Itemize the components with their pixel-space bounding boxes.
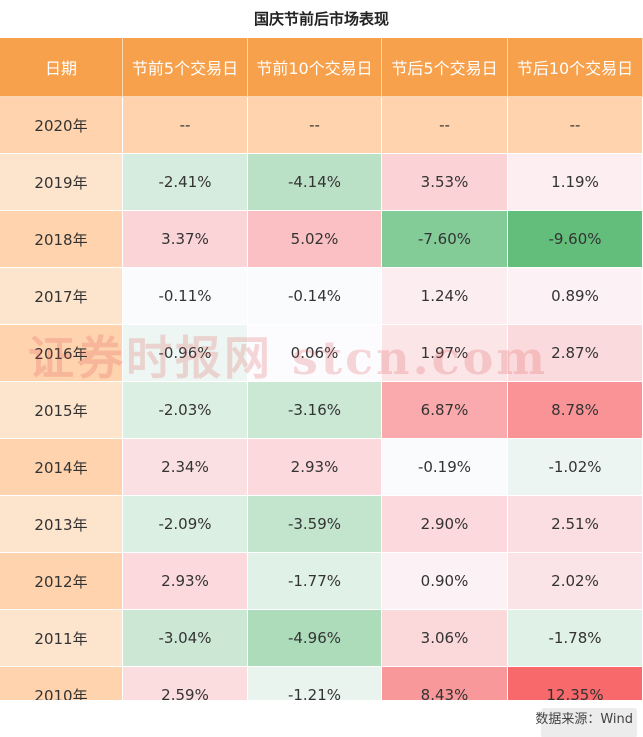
value-cell: 8.78% bbox=[508, 382, 643, 439]
year-cell: 2016年 bbox=[0, 325, 123, 382]
value-cell: 2.87% bbox=[508, 325, 643, 382]
column-header: 节后5个交易日 bbox=[382, 38, 508, 97]
value-cell: -4.14% bbox=[248, 154, 382, 211]
year-cell: 2015年 bbox=[0, 382, 123, 439]
table-row: 2015年 -2.03% -3.16% 6.87% 8.78% bbox=[0, 382, 643, 439]
value-cell: -1.77% bbox=[248, 553, 382, 610]
data-source-note: 数据来源：Wind bbox=[535, 712, 633, 727]
table-row: 2012年 2.93% -1.77% 0.90% 2.02% bbox=[0, 553, 643, 610]
column-header: 节后10个交易日 bbox=[508, 38, 643, 97]
year-cell: 2011年 bbox=[0, 610, 123, 667]
year-cell: 2017年 bbox=[0, 268, 123, 325]
value-cell: -2.41% bbox=[123, 154, 248, 211]
column-header: 节前5个交易日 bbox=[123, 38, 248, 97]
value-cell: 3.06% bbox=[382, 610, 508, 667]
value-cell: -0.11% bbox=[123, 268, 248, 325]
table-row: 2013年 -2.09% -3.59% 2.90% 2.51% bbox=[0, 496, 643, 553]
value-cell: 1.97% bbox=[382, 325, 508, 382]
value-cell: 2.90% bbox=[382, 496, 508, 553]
header-row: 日期 节前5个交易日 节前10个交易日 节后5个交易日 节后10个交易日 bbox=[0, 38, 643, 97]
value-cell: -9.60% bbox=[508, 211, 643, 268]
value-cell: 1.19% bbox=[508, 154, 643, 211]
value-cell: 2.34% bbox=[123, 439, 248, 496]
year-cell: 2012年 bbox=[0, 553, 123, 610]
year-cell: 2019年 bbox=[0, 154, 123, 211]
year-cell: 2014年 bbox=[0, 439, 123, 496]
footer: 数据来源：Wind bbox=[0, 700, 643, 737]
value-cell: 2.93% bbox=[248, 439, 382, 496]
value-cell: 0.90% bbox=[382, 553, 508, 610]
value-cell: -- bbox=[123, 97, 248, 154]
value-cell: 6.87% bbox=[382, 382, 508, 439]
value-cell: 3.53% bbox=[382, 154, 508, 211]
year-cell: 2013年 bbox=[0, 496, 123, 553]
year-cell: 2020年 bbox=[0, 97, 123, 154]
value-cell: -0.14% bbox=[248, 268, 382, 325]
table-row: 2014年 2.34% 2.93% -0.19% -1.02% bbox=[0, 439, 643, 496]
table-row: 2019年 -2.41% -4.14% 3.53% 1.19% bbox=[0, 154, 643, 211]
value-cell: -3.59% bbox=[248, 496, 382, 553]
value-cell: 0.89% bbox=[508, 268, 643, 325]
performance-table: 日期 节前5个交易日 节前10个交易日 节后5个交易日 节后10个交易日 202… bbox=[0, 38, 643, 724]
chart-title: 国庆节前后市场表现 bbox=[253, 10, 389, 28]
value-cell: 1.24% bbox=[382, 268, 508, 325]
value-cell: -- bbox=[382, 97, 508, 154]
table-row: 2016年 -0.96% 0.06% 1.97% 2.87% bbox=[0, 325, 643, 382]
value-cell: -3.04% bbox=[123, 610, 248, 667]
value-cell: -7.60% bbox=[382, 211, 508, 268]
table-row: 2011年 -3.04% -4.96% 3.06% -1.78% bbox=[0, 610, 643, 667]
value-cell: 0.06% bbox=[248, 325, 382, 382]
value-cell: 5.02% bbox=[248, 211, 382, 268]
table-row: 2017年 -0.11% -0.14% 1.24% 0.89% bbox=[0, 268, 643, 325]
value-cell: -4.96% bbox=[248, 610, 382, 667]
value-cell: -1.78% bbox=[508, 610, 643, 667]
value-cell: -1.02% bbox=[508, 439, 643, 496]
table-row: 2018年 3.37% 5.02% -7.60% -9.60% bbox=[0, 211, 643, 268]
value-cell: -- bbox=[248, 97, 382, 154]
value-cell: -- bbox=[508, 97, 643, 154]
table-row: 2020年 -- -- -- -- bbox=[0, 97, 643, 154]
value-cell: -3.16% bbox=[248, 382, 382, 439]
site-logo-stamp bbox=[541, 708, 637, 737]
column-header: 日期 bbox=[0, 38, 123, 97]
value-cell: 3.37% bbox=[123, 211, 248, 268]
value-cell: -2.09% bbox=[123, 496, 248, 553]
value-cell: 2.93% bbox=[123, 553, 248, 610]
column-header: 节前10个交易日 bbox=[248, 38, 382, 97]
value-cell: 2.02% bbox=[508, 553, 643, 610]
year-cell: 2018年 bbox=[0, 211, 123, 268]
value-cell: -0.96% bbox=[123, 325, 248, 382]
value-cell: 2.51% bbox=[508, 496, 643, 553]
value-cell: -2.03% bbox=[123, 382, 248, 439]
value-cell: -0.19% bbox=[382, 439, 508, 496]
